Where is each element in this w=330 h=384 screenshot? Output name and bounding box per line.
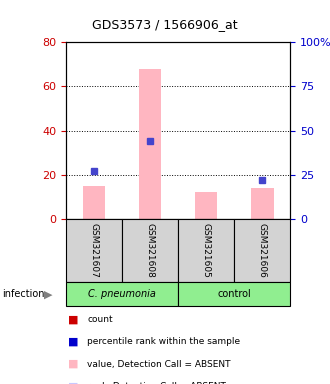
Text: GDS3573 / 1566906_at: GDS3573 / 1566906_at <box>92 18 238 31</box>
Text: control: control <box>217 289 251 299</box>
Text: value, Detection Call = ABSENT: value, Detection Call = ABSENT <box>87 359 231 369</box>
Text: ■: ■ <box>68 337 78 347</box>
Text: rank, Detection Call = ABSENT: rank, Detection Call = ABSENT <box>87 382 226 384</box>
Text: C. pneumonia: C. pneumonia <box>88 289 156 299</box>
Text: percentile rank within the sample: percentile rank within the sample <box>87 337 241 346</box>
Text: ■: ■ <box>68 314 78 324</box>
Text: ▶: ▶ <box>44 289 52 299</box>
Text: ■: ■ <box>68 381 78 384</box>
Bar <box>251 188 274 219</box>
Text: GSM321606: GSM321606 <box>258 223 267 278</box>
Bar <box>195 192 217 219</box>
Text: count: count <box>87 315 113 324</box>
Bar <box>139 69 161 219</box>
Text: GSM321605: GSM321605 <box>202 223 211 278</box>
Text: ■: ■ <box>68 359 78 369</box>
Text: infection: infection <box>2 289 44 299</box>
Text: GSM321608: GSM321608 <box>146 223 155 278</box>
Text: GSM321607: GSM321607 <box>89 223 99 278</box>
Bar <box>83 186 105 219</box>
